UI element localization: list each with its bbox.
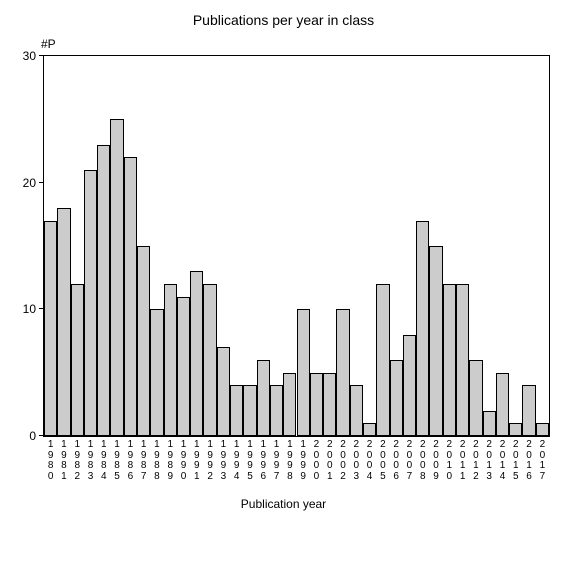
x-tick-label: 1 9 8 0	[44, 436, 57, 482]
x-tick-label: 1 9 8 7	[137, 436, 150, 482]
bar	[270, 385, 283, 436]
bar	[297, 309, 310, 436]
x-tick-label: 1 9 8 6	[124, 436, 137, 482]
x-axis-label: Publication year	[0, 497, 567, 511]
y-tick-label: 0	[29, 429, 44, 443]
x-tick-label: 1 9 9 3	[217, 436, 230, 482]
x-tick-label: 1 9 9 4	[230, 436, 243, 482]
x-tick-label: 2 0 1 2	[469, 436, 482, 482]
y-tick-label: 10	[23, 302, 44, 316]
bar	[217, 347, 230, 436]
bar	[483, 411, 496, 436]
chart-container: Publications per year in class #P 010203…	[0, 0, 567, 567]
x-tick-label: 1 9 8 5	[110, 436, 123, 482]
bar	[496, 373, 509, 436]
chart-title: Publications per year in class	[0, 12, 567, 28]
bar	[350, 385, 363, 436]
x-tick-label: 1 9 9 6	[257, 436, 270, 482]
x-tick-label: 2 0 1 5	[509, 436, 522, 482]
x-tick-label: 1 9 8 4	[97, 436, 110, 482]
bar	[84, 170, 97, 436]
bar	[376, 284, 389, 436]
x-tick-label: 1 9 8 9	[164, 436, 177, 482]
x-tick-label: 1 9 9 8	[283, 436, 296, 482]
x-tick-label: 2 0 0 3	[350, 436, 363, 482]
bar	[243, 385, 256, 436]
bar	[230, 385, 243, 436]
bar	[203, 284, 216, 436]
bar	[390, 360, 403, 436]
x-tick-label: 2 0 0 4	[363, 436, 376, 482]
bar	[283, 373, 296, 436]
bar	[71, 284, 84, 436]
x-tick-label: 2 0 1 3	[483, 436, 496, 482]
x-tick-label: 1 9 8 3	[84, 436, 97, 482]
y-tick-label: 20	[23, 176, 44, 190]
bar	[416, 221, 429, 436]
x-tick-label: 2 0 1 1	[456, 436, 469, 482]
bar	[469, 360, 482, 436]
bar	[150, 309, 163, 436]
bar	[44, 221, 57, 436]
y-tick-label: 30	[23, 49, 44, 63]
bar	[429, 246, 442, 436]
bar	[164, 284, 177, 436]
x-tick-label: 2 0 1 6	[522, 436, 535, 482]
bar	[137, 246, 150, 436]
bar	[124, 157, 137, 436]
bar	[310, 373, 323, 436]
y-tick-mark	[39, 182, 44, 183]
bar	[57, 208, 70, 436]
x-tick-label: 2 0 0 1	[323, 436, 336, 482]
x-tick-label: 2 0 1 0	[443, 436, 456, 482]
bar	[323, 373, 336, 436]
bar	[363, 423, 376, 436]
y-tick-mark	[39, 55, 44, 56]
x-tick-label: 1 9 9 5	[243, 436, 256, 482]
x-tick-label: 2 0 0 2	[336, 436, 349, 482]
bar	[177, 297, 190, 436]
x-tick-label: 1 9 8 8	[150, 436, 163, 482]
bar	[443, 284, 456, 436]
x-tick-label: 2 0 0 7	[403, 436, 416, 482]
x-tick-label: 2 0 0 0	[310, 436, 323, 482]
bar	[522, 385, 535, 436]
x-tick-label: 1 9 9 2	[203, 436, 216, 482]
x-tick-label: 2 0 0 5	[376, 436, 389, 482]
plot-area: 01020301 9 8 01 9 8 11 9 8 21 9 8 31 9 8…	[43, 55, 550, 437]
x-tick-label: 1 9 9 0	[177, 436, 190, 482]
x-tick-label: 2 0 1 7	[536, 436, 549, 482]
bar	[336, 309, 349, 436]
x-tick-label: 2 0 0 8	[416, 436, 429, 482]
bar	[257, 360, 270, 436]
bar	[97, 145, 110, 436]
bar	[403, 335, 416, 436]
x-tick-label: 2 0 1 4	[496, 436, 509, 482]
bar	[456, 284, 469, 436]
bar	[190, 271, 203, 436]
x-tick-label: 1 9 9 1	[190, 436, 203, 482]
bar	[509, 423, 522, 436]
x-tick-label: 1 9 8 2	[71, 436, 84, 482]
x-tick-label: 2 0 0 9	[429, 436, 442, 482]
x-tick-label: 2 0 0 6	[390, 436, 403, 482]
bar	[110, 119, 123, 436]
bar	[536, 423, 549, 436]
x-tick-label: 1 9 9 7	[270, 436, 283, 482]
x-tick-label: 1 9 9 9	[297, 436, 310, 482]
x-tick-label: 1 9 8 1	[57, 436, 70, 482]
